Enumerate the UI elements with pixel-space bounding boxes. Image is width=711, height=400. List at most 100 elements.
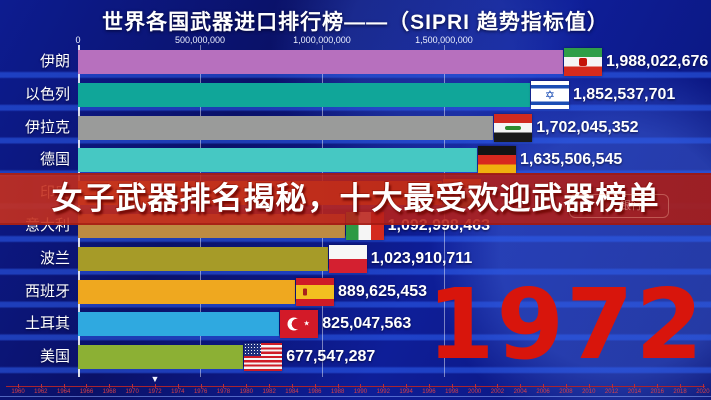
israel-flag-icon: ✡ <box>530 80 569 109</box>
country-label: 波兰 <box>39 249 70 267</box>
value-label: 889,625,453 <box>338 282 428 300</box>
timeline-tick <box>406 384 408 388</box>
timeline-year-label: 1966 <box>79 389 94 395</box>
country-label: 德国 <box>39 151 70 169</box>
timeline-track[interactable] <box>6 386 705 387</box>
usa-flag-emblem <box>244 343 262 357</box>
timeline-year-label: 1988 <box>330 389 345 395</box>
banner-headline: 女子武器排名揭秘，十大最受欢迎武器榜单 <box>51 181 660 216</box>
timeline-tick <box>497 384 499 388</box>
value-bar <box>78 50 563 74</box>
bottom-divider <box>0 396 711 397</box>
timeline-year-label: 2002 <box>490 389 505 395</box>
timeline-tick <box>63 384 65 388</box>
bar-row-iraq: 伊拉克 1,702,045,352 <box>0 113 711 142</box>
timeline-year-label: 1970 <box>125 389 139 395</box>
timeline-tick <box>383 384 385 388</box>
timeline-tick <box>291 384 293 388</box>
timeline-year-label: 2006 <box>536 389 550 395</box>
timeline-tick <box>269 384 271 388</box>
timeline-tick <box>314 384 316 388</box>
turkey-flag-emblem <box>287 317 310 331</box>
bar-row-germany: 德国 1,635,506,545 <box>0 146 711 175</box>
germany-flag-icon <box>477 146 516 175</box>
value-label: 1,702,045,352 <box>536 118 639 136</box>
timeline-year-label: 1962 <box>34 389 48 395</box>
timeline-year-label: 1968 <box>102 389 116 395</box>
iran-flag-icon <box>564 48 602 76</box>
overlay-banner: 女子武器排名揭秘，十大最受欢迎武器榜单 银行 <box>0 173 711 225</box>
timeline-year-label: 1964 <box>56 389 71 395</box>
iraq-flag-emblem <box>505 125 522 130</box>
country-label: 伊拉克 <box>24 118 70 136</box>
timeline-tick <box>657 384 659 388</box>
value-label: 825,047,563 <box>322 315 412 333</box>
timeline-tick <box>109 384 111 388</box>
axis-tick-label: 1,000,000,000 <box>293 35 351 45</box>
timeline-year-label: 1974 <box>171 389 185 395</box>
timeline-year-label: 1982 <box>262 389 276 395</box>
value-label: 677,547,287 <box>286 348 376 366</box>
timeline-tick <box>611 384 613 388</box>
value-bar <box>78 115 494 140</box>
timeline-tick <box>177 384 179 388</box>
timeline-year-label: 1984 <box>285 389 299 395</box>
timeline-year-label: 1992 <box>376 389 390 395</box>
timeline-tick <box>474 384 476 388</box>
country-label: 伊朗 <box>39 53 70 70</box>
bar-row-turkey: 土耳其 825,047,563 <box>0 310 711 339</box>
value-bar <box>78 148 477 173</box>
country-label: 西班牙 <box>24 282 70 300</box>
bar-row-israel: 以色列 ✡ 1,852,537,701 <box>0 80 711 109</box>
timeline-tick <box>337 384 339 388</box>
iran-flag-emblem <box>579 58 587 66</box>
timeline-tick <box>223 384 225 388</box>
value-bar <box>78 345 244 370</box>
timeline-year-label: 1996 <box>422 389 436 395</box>
bar-row-usa: 美国 677,547,287 <box>0 343 711 372</box>
timeline-tick <box>520 384 522 388</box>
country-label: 美国 <box>39 348 70 366</box>
bar-row-iran: 伊朗 1,988,022,676 <box>0 48 711 76</box>
timeline-year-label: 1960 <box>11 389 25 395</box>
value-label: 1,852,537,701 <box>572 85 676 103</box>
timeline-year-label: 2020 <box>696 389 710 395</box>
timeline-tick <box>702 384 704 388</box>
value-bar <box>78 82 530 107</box>
country-label: 以色列 <box>24 85 70 103</box>
timeline-tick <box>634 384 636 388</box>
timeline-tick <box>451 384 453 388</box>
bank-watermark: 银行 <box>569 194 669 218</box>
value-label: 1,635,506,545 <box>519 151 623 169</box>
timeline-year-label: 2008 <box>559 389 573 395</box>
timeline-tick <box>200 384 202 388</box>
timeline-year-label: 2004 <box>513 389 527 395</box>
timeline-tick <box>428 384 430 388</box>
bar-row-spain: 西班牙 889,625,453 <box>0 277 711 306</box>
value-bar <box>78 279 296 304</box>
timeline-tick <box>246 384 248 388</box>
bar-row-poland: 波兰 1,023,910,711 <box>0 244 711 273</box>
country-label: 土耳其 <box>24 315 70 333</box>
timeline-year-label: 2010 <box>582 389 596 395</box>
turkey-flag-icon <box>280 310 319 339</box>
timeline-tick <box>18 384 19 388</box>
timeline-year-label: 2016 <box>650 389 664 395</box>
value-label: 1,023,910,711 <box>370 249 473 267</box>
timeline-current-marker[interactable]: ▼ <box>150 374 160 384</box>
year-display: 1972 <box>427 268 705 381</box>
poland-flag-icon <box>328 244 367 273</box>
timeline-tick <box>360 384 362 388</box>
axis-tick-label: 0 <box>75 35 81 45</box>
timeline-year-label: 2018 <box>673 389 687 395</box>
timeline-year-label: 1986 <box>308 389 322 395</box>
value-label: 1,988,022,676 <box>606 53 709 70</box>
timeline-tick <box>40 384 42 388</box>
timeline-tick <box>86 384 88 388</box>
timeline-tick <box>680 384 682 388</box>
timeline-tick <box>132 384 134 388</box>
value-bar <box>78 246 328 271</box>
spain-flag-icon <box>296 277 335 306</box>
chart-title: 世界各国武器进口排行榜——（SIPRI 趋势指标值） <box>102 11 609 34</box>
